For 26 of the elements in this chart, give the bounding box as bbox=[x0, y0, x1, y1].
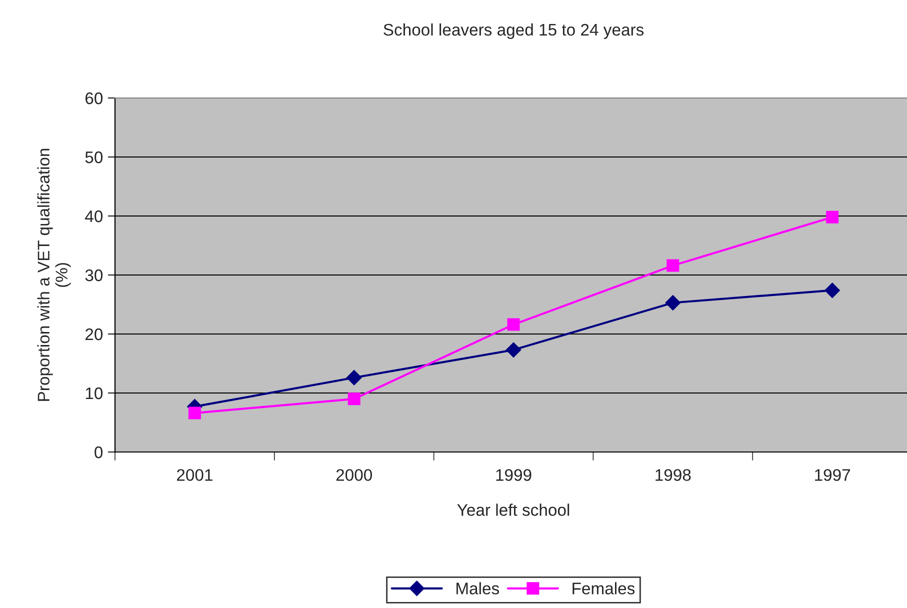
x-tick-label: 1999 bbox=[496, 469, 532, 481]
point bbox=[346, 370, 362, 386]
point bbox=[506, 342, 522, 358]
point bbox=[666, 259, 680, 272]
y-tick-label: 0 bbox=[94, 446, 103, 458]
y-tick-label: 30 bbox=[85, 269, 103, 282]
chart-title: School leavers aged 15 to 24 years bbox=[384, 23, 644, 39]
x-tick-label: 1997 bbox=[815, 469, 850, 481]
y-tick-label: 60 bbox=[86, 92, 103, 104]
y-tick-label: 20 bbox=[85, 328, 103, 340]
point bbox=[826, 210, 839, 224]
x-tick-label: 1998 bbox=[656, 469, 691, 481]
y-tick-label: 50 bbox=[85, 151, 103, 164]
legend-label: Females bbox=[572, 582, 635, 594]
legend-label: Males bbox=[456, 582, 500, 594]
y-tick-label: 40 bbox=[85, 210, 103, 222]
x-tick-label: 2001 bbox=[177, 469, 212, 481]
x-axis-title: Year left school bbox=[457, 504, 570, 516]
y-axis-title: Proportion with a VET qualification (%) bbox=[37, 148, 71, 401]
point bbox=[665, 295, 680, 310]
y-tick-label: 10 bbox=[86, 387, 103, 400]
point bbox=[507, 318, 520, 331]
point bbox=[188, 406, 201, 420]
point bbox=[824, 282, 840, 298]
point bbox=[348, 392, 360, 406]
x-tick-label: 2000 bbox=[336, 469, 372, 481]
